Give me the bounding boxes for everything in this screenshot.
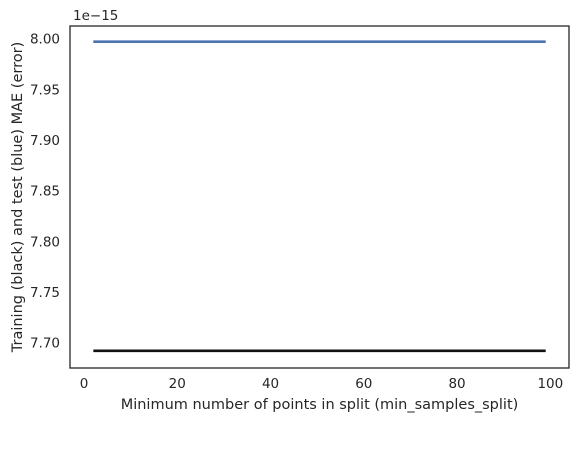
y-axis-label: Training (black) and test (blue) MAE (er… [10, 42, 26, 353]
x-tick-label: 40 [262, 376, 279, 392]
y-tick-label: 7.90 [30, 133, 60, 149]
x-axis-label: Minimum number of points in split (min_s… [121, 397, 519, 413]
x-tick-label: 0 [80, 376, 89, 392]
y-tick-label: 8.00 [30, 32, 60, 48]
x-tick-label: 80 [448, 376, 465, 392]
x-tick-label: 60 [355, 376, 372, 392]
plot-frame [69, 25, 570, 369]
y-axis-offset-text: 1e−15 [73, 8, 118, 24]
y-tick-label: 7.95 [30, 82, 60, 98]
y-tick-label: 7.80 [30, 234, 60, 250]
y-tick-label: 7.70 [30, 336, 60, 352]
y-axis-ticks: 7.70 7.75 7.80 7.85 7.90 7.95 8.00 [30, 32, 60, 352]
y-tick-label: 7.75 [30, 285, 60, 301]
x-tick-label: 100 [537, 376, 563, 392]
plot-marks [93, 40, 546, 353]
x-tick-label: 20 [169, 376, 186, 392]
x-axis-ticks: 0 20 40 60 80 100 [80, 376, 564, 392]
y-tick-label: 7.85 [30, 184, 60, 200]
